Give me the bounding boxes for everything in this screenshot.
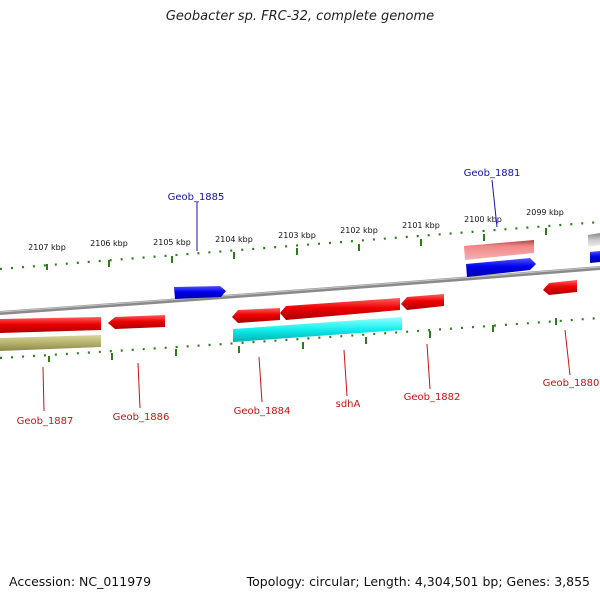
feature-geob-1887 — [0, 317, 101, 333]
feature-geob-1882 — [401, 294, 444, 310]
accession-label: Accession: NC_011979 — [9, 574, 152, 589]
gene-label-geob-1881: Geob_1881 — [464, 168, 521, 179]
minus-strand-features — [0, 280, 577, 351]
lower-tick-track — [0, 316, 600, 362]
ruler-labels: 2107 kbp 2106 kbp 2105 kbp 2104 kbp 2103… — [28, 208, 564, 252]
tick-label-2099: 2099 kbp — [526, 208, 564, 217]
feature-geob-1887-pseudo — [0, 335, 101, 351]
map-title: Geobacter sp. FRC-32, complete genome — [165, 9, 435, 24]
genome-summary: Topology: circular; Length: 4,304,501 bp… — [246, 574, 590, 589]
genome-backbone — [0, 266, 600, 315]
plus-strand-features — [174, 233, 600, 299]
feature-geob-1884 — [232, 308, 280, 323]
tick-label-2100: 2100 kbp — [464, 215, 502, 224]
gene-label-geob-1882: Geob_1882 — [404, 392, 461, 403]
feature-edge-grey — [588, 233, 600, 247]
feature-sdhA — [280, 298, 400, 320]
tick-label-2105: 2105 kbp — [153, 238, 191, 247]
callout-lines — [42, 179, 571, 412]
gene-label-geob-1886: Geob_1886 — [113, 412, 170, 423]
feature-geob-1881 — [466, 258, 536, 277]
feature-geob-1881-pseudo — [464, 240, 534, 260]
tick-label-2104: 2104 kbp — [215, 235, 253, 244]
tick-label-2107: 2107 kbp — [28, 243, 66, 252]
feature-geob-1885 — [174, 286, 226, 299]
feature-geob-1886 — [108, 315, 165, 329]
gene-label-geob-1880: Geob_1880 — [543, 378, 600, 389]
tick-label-2102: 2102 kbp — [340, 226, 378, 235]
feature-sdhA-rna — [233, 317, 402, 342]
tick-label-2106: 2106 kbp — [90, 239, 128, 248]
upper-tick-track — [0, 220, 600, 271]
gene-label-sdhA: sdhA — [336, 399, 361, 410]
tick-label-2101: 2101 kbp — [402, 221, 440, 230]
gene-labels: Geob_1887 Geob_1886 Geob_1885 Geob_1884 … — [17, 168, 600, 427]
gene-label-geob-1884: Geob_1884 — [234, 406, 291, 417]
gene-label-geob-1885: Geob_1885 — [168, 192, 225, 203]
gene-label-geob-1887: Geob_1887 — [17, 416, 74, 427]
feature-edge-blue — [590, 251, 600, 263]
feature-geob-1880 — [543, 280, 577, 295]
tick-label-2103: 2103 kbp — [278, 231, 316, 240]
